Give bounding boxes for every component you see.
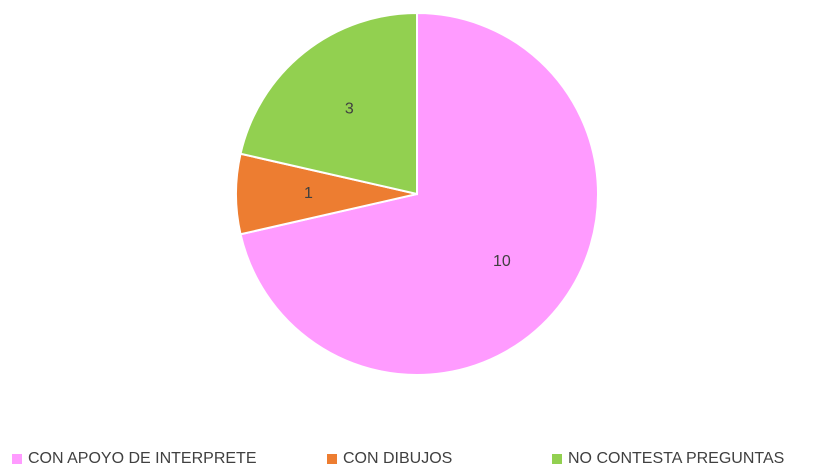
legend-swatch — [327, 454, 337, 464]
data-label: 1 — [304, 185, 313, 202]
pie-slice — [239, 11, 599, 376]
legend-label: CON APOYO DE INTERPRETE — [28, 450, 256, 467]
legend-label: CON DIBUJOS — [343, 450, 452, 467]
pie-slice — [239, 11, 418, 196]
data-label: 10 — [493, 253, 511, 270]
legend-swatch — [12, 454, 22, 464]
legend-swatch — [552, 454, 562, 464]
legend-label: NO CONTESTA PREGUNTAS — [568, 450, 784, 467]
data-label: 3 — [345, 100, 354, 117]
